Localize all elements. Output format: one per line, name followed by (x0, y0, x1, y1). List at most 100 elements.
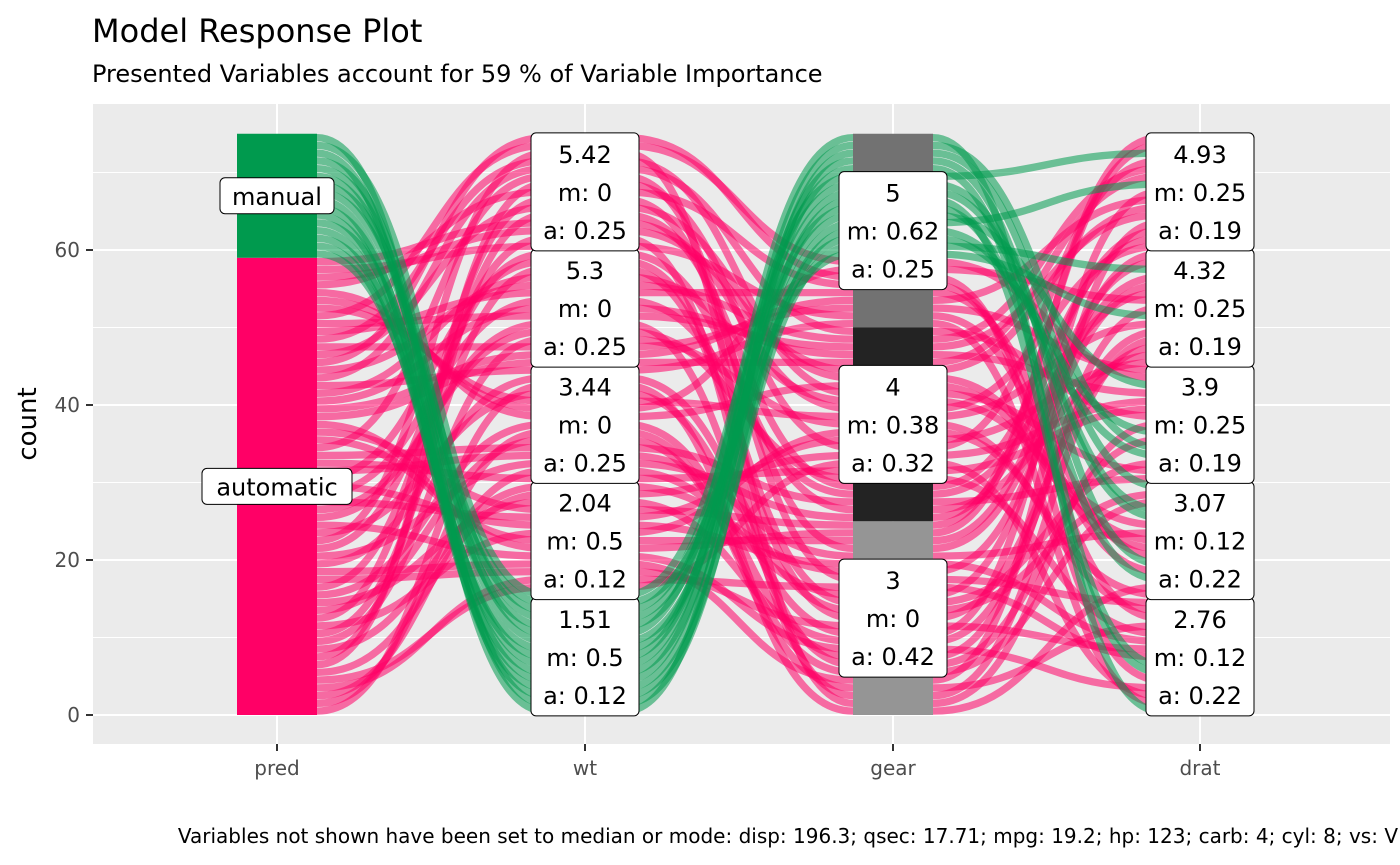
flow-band (932, 203, 1161, 584)
flow-band (624, 451, 854, 560)
label-text: m: 0.5 (546, 528, 623, 556)
chart-subtitle: Presented Variables account for 59 % of … (92, 60, 823, 88)
flow-band (316, 560, 546, 576)
flow-band (624, 226, 854, 708)
label-text: 1.51 (558, 606, 611, 634)
label-text: 5.42 (558, 141, 611, 169)
label-text: 2.76 (1173, 606, 1226, 634)
label-text: 4.32 (1173, 257, 1226, 285)
x-tick-label-wt: wt (573, 756, 597, 780)
label-text: automatic (216, 473, 337, 501)
label-text: a: 0.22 (1158, 566, 1242, 594)
flow-band (624, 188, 854, 289)
y-tick-label: 40 (55, 393, 80, 417)
label-text: manual (232, 183, 322, 211)
x-tick-label-gear: gear (870, 756, 916, 780)
label-text: m: 0 (558, 411, 612, 439)
flow-band (624, 226, 854, 374)
label-box (838, 364, 948, 484)
drat-label-3.07: 3.07 m: 0.12 a: 0.22 (1145, 481, 1255, 601)
flow-band (624, 482, 854, 576)
drat-label-2.76: 2.76 m: 0.12 a: 0.22 (1145, 597, 1255, 717)
label-text: 3.07 (1173, 490, 1226, 518)
flow-band (316, 312, 546, 328)
label-text: m: 0.38 (847, 411, 940, 439)
flow-band (624, 265, 854, 413)
x-axis: pred wt gear drat (254, 744, 1221, 780)
label-text: a: 0.25 (543, 217, 627, 245)
label-text: m: 0.5 (546, 644, 623, 672)
wt-label-2.04: 2.04 m: 0.5 a: 0.12 (530, 481, 640, 601)
flow-band (316, 288, 546, 336)
flow-band (932, 157, 1161, 568)
chart-title: Model Response Plot (92, 12, 422, 50)
chart-caption: Variables not shown have been set to med… (178, 824, 1398, 848)
label-text: m: 0 (866, 605, 920, 633)
gear-label-5: 5 m: 0.62 a: 0.25 (838, 171, 948, 291)
label-text: 2.04 (558, 490, 611, 518)
label-text: a: 0.22 (1158, 682, 1242, 710)
y-axis: 0 20 40 60 (55, 238, 93, 727)
label-text: 3.44 (558, 373, 611, 401)
y-tick-label: 60 (55, 238, 80, 262)
label-box (838, 171, 948, 291)
flow-band (624, 219, 854, 413)
stratum-labels: 1.51 m: 0.5 a: 0.12 2.04 m: 0.5 a: 0.12 3.44 m:… (201, 132, 1255, 717)
y-axis-title: count (13, 387, 43, 460)
flow-band (932, 226, 1161, 460)
label-text: a: 0.42 (851, 643, 935, 671)
flow-band (932, 420, 1161, 708)
label-text: 4.93 (1173, 141, 1226, 169)
label-text: a: 0.25 (851, 256, 935, 284)
x-tick-label-pred: pred (254, 756, 299, 780)
flow-band (624, 505, 854, 529)
label-text: m: 0 (558, 179, 612, 207)
label-text: 3.9 (1181, 373, 1219, 401)
label-text: a: 0.19 (1158, 449, 1242, 477)
flow-band (316, 420, 546, 553)
label-text: m: 0.12 (1154, 644, 1247, 672)
gear-label-4: 4 m: 0.38 a: 0.32 (838, 364, 948, 484)
label-text: a: 0.12 (543, 566, 627, 594)
label-text: a: 0.32 (851, 449, 935, 477)
label-box (530, 132, 640, 252)
label-text: m: 0.25 (1154, 179, 1247, 207)
label-text: m: 0.25 (1154, 411, 1247, 439)
flow-band (932, 149, 1161, 491)
label-box (1145, 132, 1255, 252)
label-box (201, 467, 353, 505)
label-text: m: 0.25 (1154, 295, 1247, 323)
wt-label-5.3: 5.3 m: 0 a: 0.25 (530, 248, 640, 368)
flow-band (624, 172, 854, 599)
label-box (838, 558, 948, 678)
label-text: a: 0.25 (543, 449, 627, 477)
flow-band (624, 529, 854, 553)
flow-band (316, 288, 546, 421)
alluvial-flows (316, 133, 1161, 715)
flow-band (624, 203, 854, 622)
label-text: m: 0 (558, 295, 612, 323)
label-text: a: 0.12 (543, 682, 627, 710)
y-tick-label: 20 (55, 548, 80, 572)
flow-band (932, 149, 1161, 181)
label-text: m: 0.62 (847, 218, 940, 246)
flow-band (932, 583, 1161, 715)
label-text: 4 (885, 373, 900, 401)
label-text: 5 (885, 180, 900, 208)
flow-band (624, 312, 854, 351)
label-text: a: 0.25 (543, 333, 627, 361)
gear-label-3: 3 m: 0 a: 0.42 (838, 558, 948, 678)
label-text: m: 0.12 (1154, 528, 1247, 556)
label-text: 5.3 (566, 257, 604, 285)
flow-band (316, 133, 546, 708)
label-text: a: 0.19 (1158, 333, 1242, 361)
drat-label-4.32: 4.32 m: 0.25 a: 0.19 (1145, 248, 1255, 368)
flow-band (316, 521, 546, 560)
flow-band (624, 242, 854, 320)
flow-band (932, 498, 1161, 677)
drat-label-4.93: 4.93 m: 0.25 a: 0.19 (1145, 132, 1255, 252)
flow-band (316, 281, 546, 374)
flow-band (624, 164, 854, 336)
pred-label-manual: manual (219, 177, 335, 215)
